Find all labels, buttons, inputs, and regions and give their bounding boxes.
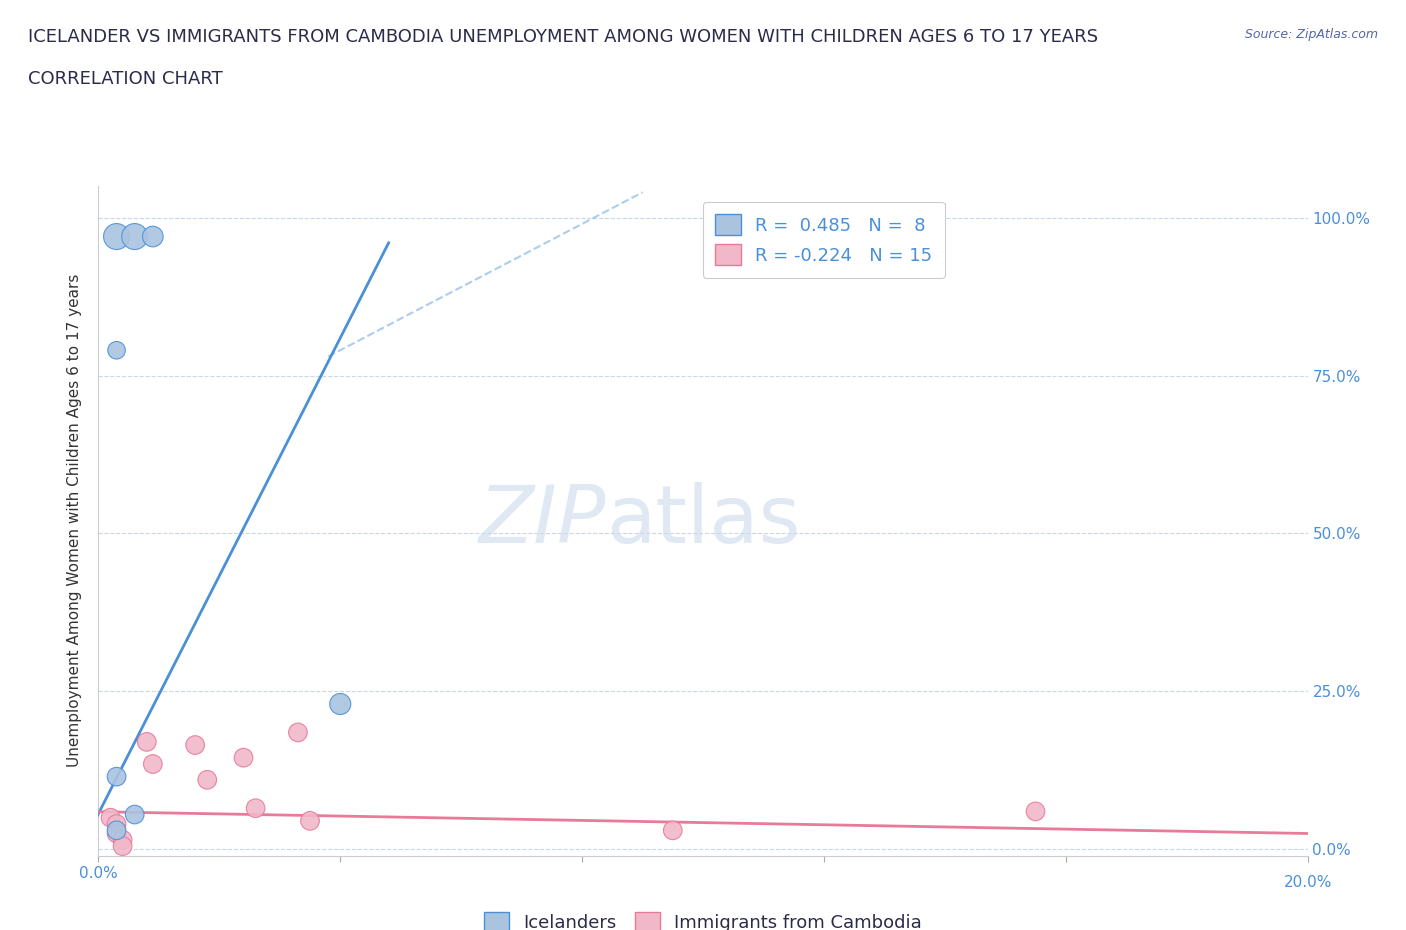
- Point: [100, 810, 122, 825]
- Text: ZIP: ZIP: [479, 482, 606, 560]
- Point: [232, 751, 254, 765]
- Text: Source: ZipAtlas.com: Source: ZipAtlas.com: [1244, 28, 1378, 41]
- Text: ICELANDER VS IMMIGRANTS FROM CAMBODIA UNEMPLOYMENT AMONG WOMEN WITH CHILDREN AGE: ICELANDER VS IMMIGRANTS FROM CAMBODIA UN…: [28, 28, 1098, 46]
- Legend: Icelanders, Immigrants from Cambodia: Icelanders, Immigrants from Cambodia: [477, 905, 929, 930]
- Text: atlas: atlas: [606, 482, 800, 560]
- Point: [329, 697, 352, 711]
- Point: [124, 229, 146, 244]
- Point: [111, 832, 134, 847]
- Point: [287, 725, 309, 740]
- Point: [195, 772, 218, 787]
- Point: [124, 807, 146, 822]
- Point: [105, 817, 128, 831]
- Point: [105, 229, 128, 244]
- Point: [142, 229, 165, 244]
- Point: [142, 757, 165, 772]
- Point: [662, 823, 685, 838]
- Point: [105, 343, 128, 358]
- Point: [245, 801, 267, 816]
- Point: [1024, 804, 1046, 818]
- Y-axis label: Unemployment Among Women with Children Ages 6 to 17 years: Unemployment Among Women with Children A…: [67, 274, 83, 767]
- Point: [184, 737, 207, 752]
- Point: [111, 839, 134, 854]
- Point: [135, 735, 157, 750]
- Text: 20.0%: 20.0%: [1284, 874, 1331, 890]
- Point: [105, 823, 128, 838]
- Point: [105, 826, 128, 841]
- Point: [105, 769, 128, 784]
- Point: [299, 814, 322, 829]
- Text: CORRELATION CHART: CORRELATION CHART: [28, 70, 224, 87]
